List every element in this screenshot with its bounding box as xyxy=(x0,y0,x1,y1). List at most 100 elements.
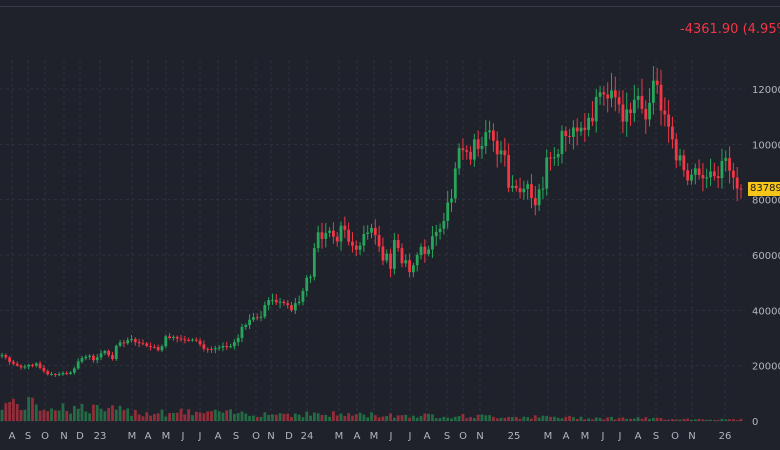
volume-bar xyxy=(731,419,735,421)
candle-body xyxy=(107,351,111,356)
candle-body xyxy=(347,229,351,242)
candle-body xyxy=(476,139,480,150)
volume-bar xyxy=(526,417,530,421)
volume-bar xyxy=(682,418,686,421)
x-tick-label: S xyxy=(233,431,239,442)
volume-bar xyxy=(389,413,392,421)
volume-bar xyxy=(15,404,19,421)
volume-bar xyxy=(324,414,328,421)
candle-body xyxy=(84,356,88,359)
candle-body xyxy=(320,232,324,239)
volume-bar xyxy=(309,415,312,421)
candle-body xyxy=(8,357,12,362)
candle-body xyxy=(309,276,312,278)
candle-body xyxy=(168,336,172,338)
volume-bar xyxy=(724,419,728,421)
volume-bar xyxy=(686,418,690,421)
x-tick-label: J xyxy=(601,431,605,442)
volume-bar xyxy=(381,416,385,421)
candle-body xyxy=(392,240,396,269)
candle-body xyxy=(19,365,23,368)
volume-bar xyxy=(61,403,65,421)
volume-bar xyxy=(438,418,442,421)
candle-body xyxy=(693,168,697,175)
candle-body xyxy=(682,155,686,171)
x-tick-label: A xyxy=(215,431,222,442)
x-tick-label: M xyxy=(162,431,171,442)
candle-body xyxy=(324,232,328,239)
x-tick-label: N xyxy=(60,431,67,442)
volume-bar xyxy=(655,417,659,421)
candle-body xyxy=(126,340,130,344)
candle-body xyxy=(267,300,271,306)
candle-body xyxy=(191,339,194,341)
volume-bar xyxy=(629,418,632,421)
candle-body xyxy=(408,260,411,273)
volume-bar xyxy=(469,416,472,421)
y-axis: 0 20000 40000 60000 80000 100000 120000 xyxy=(752,85,780,428)
volume-bar xyxy=(80,403,84,421)
candle-body xyxy=(632,99,636,114)
candle-body xyxy=(179,338,183,340)
volume-bar xyxy=(152,413,156,421)
volume-bar xyxy=(312,412,316,421)
volume-bar xyxy=(282,413,286,421)
candle-body xyxy=(598,92,602,97)
candle-body xyxy=(686,170,690,181)
candle-body xyxy=(602,92,606,95)
volume-bar xyxy=(450,418,453,421)
candle-body xyxy=(568,136,571,138)
x-tick-label: O xyxy=(41,431,49,442)
candle-body xyxy=(537,189,541,206)
volume-bar xyxy=(366,417,370,421)
volume-bar xyxy=(351,415,354,421)
volume-bar xyxy=(53,410,57,421)
candle-body xyxy=(461,148,465,151)
candle-body xyxy=(522,188,526,193)
volume-bar xyxy=(385,415,389,421)
candle-body xyxy=(76,361,80,369)
candle-body xyxy=(187,339,191,341)
volume-bar xyxy=(354,414,358,421)
volume-bar xyxy=(583,419,587,421)
candle-body xyxy=(697,168,701,176)
volume-bar xyxy=(297,414,301,421)
candle-body xyxy=(423,246,427,254)
volume-bar xyxy=(255,417,259,421)
candle-body xyxy=(206,348,210,350)
volume-bar xyxy=(65,411,69,421)
volume-bar xyxy=(92,404,95,421)
candle-body xyxy=(663,110,667,115)
volume-bar xyxy=(549,416,552,421)
candle-body xyxy=(141,343,145,345)
volume-bar xyxy=(133,409,137,421)
volume-bar xyxy=(23,409,27,421)
candle-body xyxy=(545,157,549,189)
last-price-badge: 83789 xyxy=(748,182,780,196)
volume-bar xyxy=(99,408,103,421)
candle-body xyxy=(446,202,450,221)
candle-body xyxy=(358,245,362,250)
candle-body xyxy=(99,353,103,358)
volume-bar xyxy=(491,416,495,421)
candle-body xyxy=(613,90,617,98)
volume-bar xyxy=(434,418,438,421)
volume-bar xyxy=(503,417,507,421)
candle-body xyxy=(541,188,545,190)
volume-bar xyxy=(720,418,724,421)
x-tick-label: S xyxy=(25,431,31,442)
y-tick-label: 80000 xyxy=(752,196,780,207)
candle-body xyxy=(457,148,461,169)
volume-bar xyxy=(221,412,225,421)
volume-bar xyxy=(293,413,297,421)
candle-body xyxy=(95,357,99,361)
x-tick-label: A xyxy=(563,431,570,442)
volume-bar xyxy=(667,419,671,421)
x-tick-label: S xyxy=(444,431,450,442)
candle-body xyxy=(434,232,438,237)
x-tick-label: O xyxy=(671,431,679,442)
volume-bar xyxy=(735,420,739,421)
candle-body xyxy=(484,132,488,146)
volume-bar xyxy=(705,419,709,421)
